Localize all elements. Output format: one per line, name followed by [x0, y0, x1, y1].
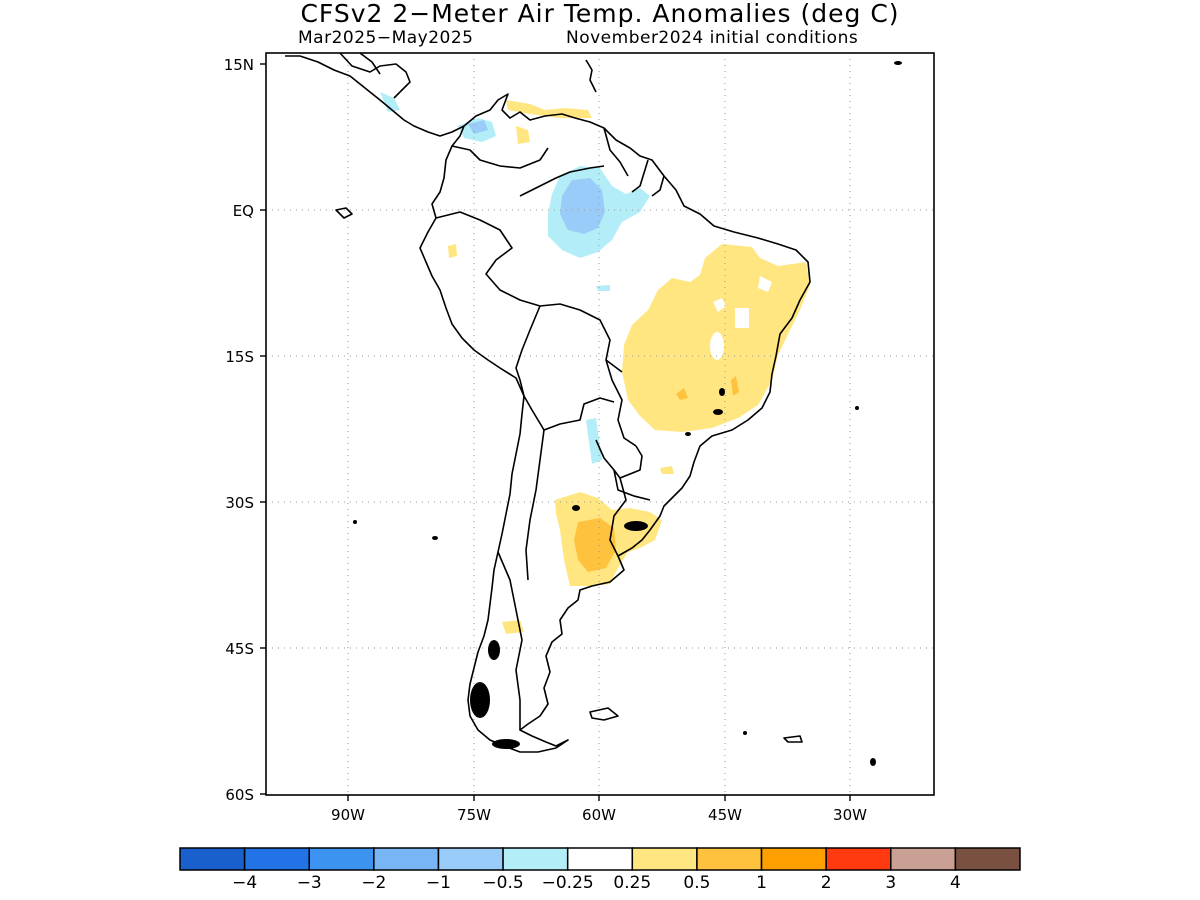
- anomaly-shading: [380, 92, 810, 634]
- small-gap-area: [713, 298, 726, 312]
- legend-swatch: [373, 847, 440, 871]
- legend-swatch: [308, 847, 375, 871]
- lat-label: 15N: [224, 56, 254, 74]
- cool-spot: [586, 418, 602, 464]
- lat-label: 45S: [225, 640, 254, 658]
- coastlines: [285, 52, 811, 753]
- legend-label: −1: [426, 873, 451, 893]
- plot-area: [266, 53, 934, 795]
- cool-anomaly-core: [560, 178, 605, 234]
- legend-label: −3: [297, 873, 322, 893]
- graticule: [266, 53, 934, 795]
- legend-swatch: [179, 847, 246, 871]
- plot-frame: [265, 52, 935, 796]
- color-legend-labels: −4 −3 −2 −1 −0.5 −0.25 0.25 0.5 1 2 3 4: [232, 873, 961, 893]
- warm-spot: [660, 466, 674, 474]
- legend-swatch: [954, 847, 1021, 871]
- cool-spot-core: [468, 120, 488, 134]
- lon-label: 30W: [833, 806, 867, 824]
- lon-label: 90W: [331, 806, 365, 824]
- warm-anomaly-caribbean: [506, 100, 592, 118]
- lat-label: 30S: [225, 494, 254, 512]
- warm-spot: [516, 126, 530, 144]
- legend-swatch: [437, 847, 504, 871]
- lat-label: 15S: [225, 348, 254, 366]
- small-gap-area: [758, 276, 772, 292]
- legend-swatch: [825, 847, 892, 871]
- lat-label: EQ: [233, 202, 254, 220]
- color-legend: [179, 847, 1021, 871]
- lat-label: 60S: [225, 786, 254, 804]
- legend-label: −4: [232, 873, 257, 893]
- lon-label: 60W: [582, 806, 616, 824]
- legend-label: 1: [756, 873, 767, 893]
- forecast-period: Mar2025−May2025: [298, 28, 474, 48]
- legend-label: 0.5: [683, 873, 710, 893]
- legend-swatch: [760, 847, 827, 871]
- initial-conditions: November2024 initial conditions: [566, 28, 859, 48]
- legend-swatch: [890, 847, 957, 871]
- cool-spot: [380, 92, 400, 112]
- legend-label: −0.5: [482, 873, 523, 893]
- lon-label: 75W: [457, 806, 491, 824]
- legend-label: 4: [950, 873, 961, 893]
- small-gap-area: [710, 332, 724, 360]
- lon-label: 45W: [708, 806, 742, 824]
- legend-swatch: [566, 847, 634, 871]
- legend-label: −0.25: [542, 873, 594, 893]
- orange-anomaly-argentina: [574, 518, 616, 572]
- map-title: CFSv2 2−Meter Air Temp. Anomalies (deg C…: [300, 0, 900, 28]
- legend-label: 2: [821, 873, 832, 893]
- latitude-labels: 15N EQ 15S 30S 45S 60S: [224, 56, 254, 804]
- orange-spot: [731, 376, 739, 396]
- legend-label: 0.25: [613, 873, 651, 893]
- legend-swatch: [502, 847, 569, 871]
- small-gap-area: [735, 308, 749, 328]
- axis-ticks: [260, 63, 851, 801]
- legend-swatch: [631, 847, 698, 871]
- orange-spot: [676, 388, 688, 400]
- lakes: [353, 61, 902, 766]
- warm-spot: [448, 244, 457, 258]
- longitude-labels: 90W 75W 60W 45W 30W: [331, 806, 867, 824]
- legend-label: −2: [361, 873, 386, 893]
- legend-swatch: [243, 847, 310, 871]
- legend-swatch: [696, 847, 763, 871]
- legend-label: 3: [885, 873, 896, 893]
- cool-spot: [596, 285, 610, 291]
